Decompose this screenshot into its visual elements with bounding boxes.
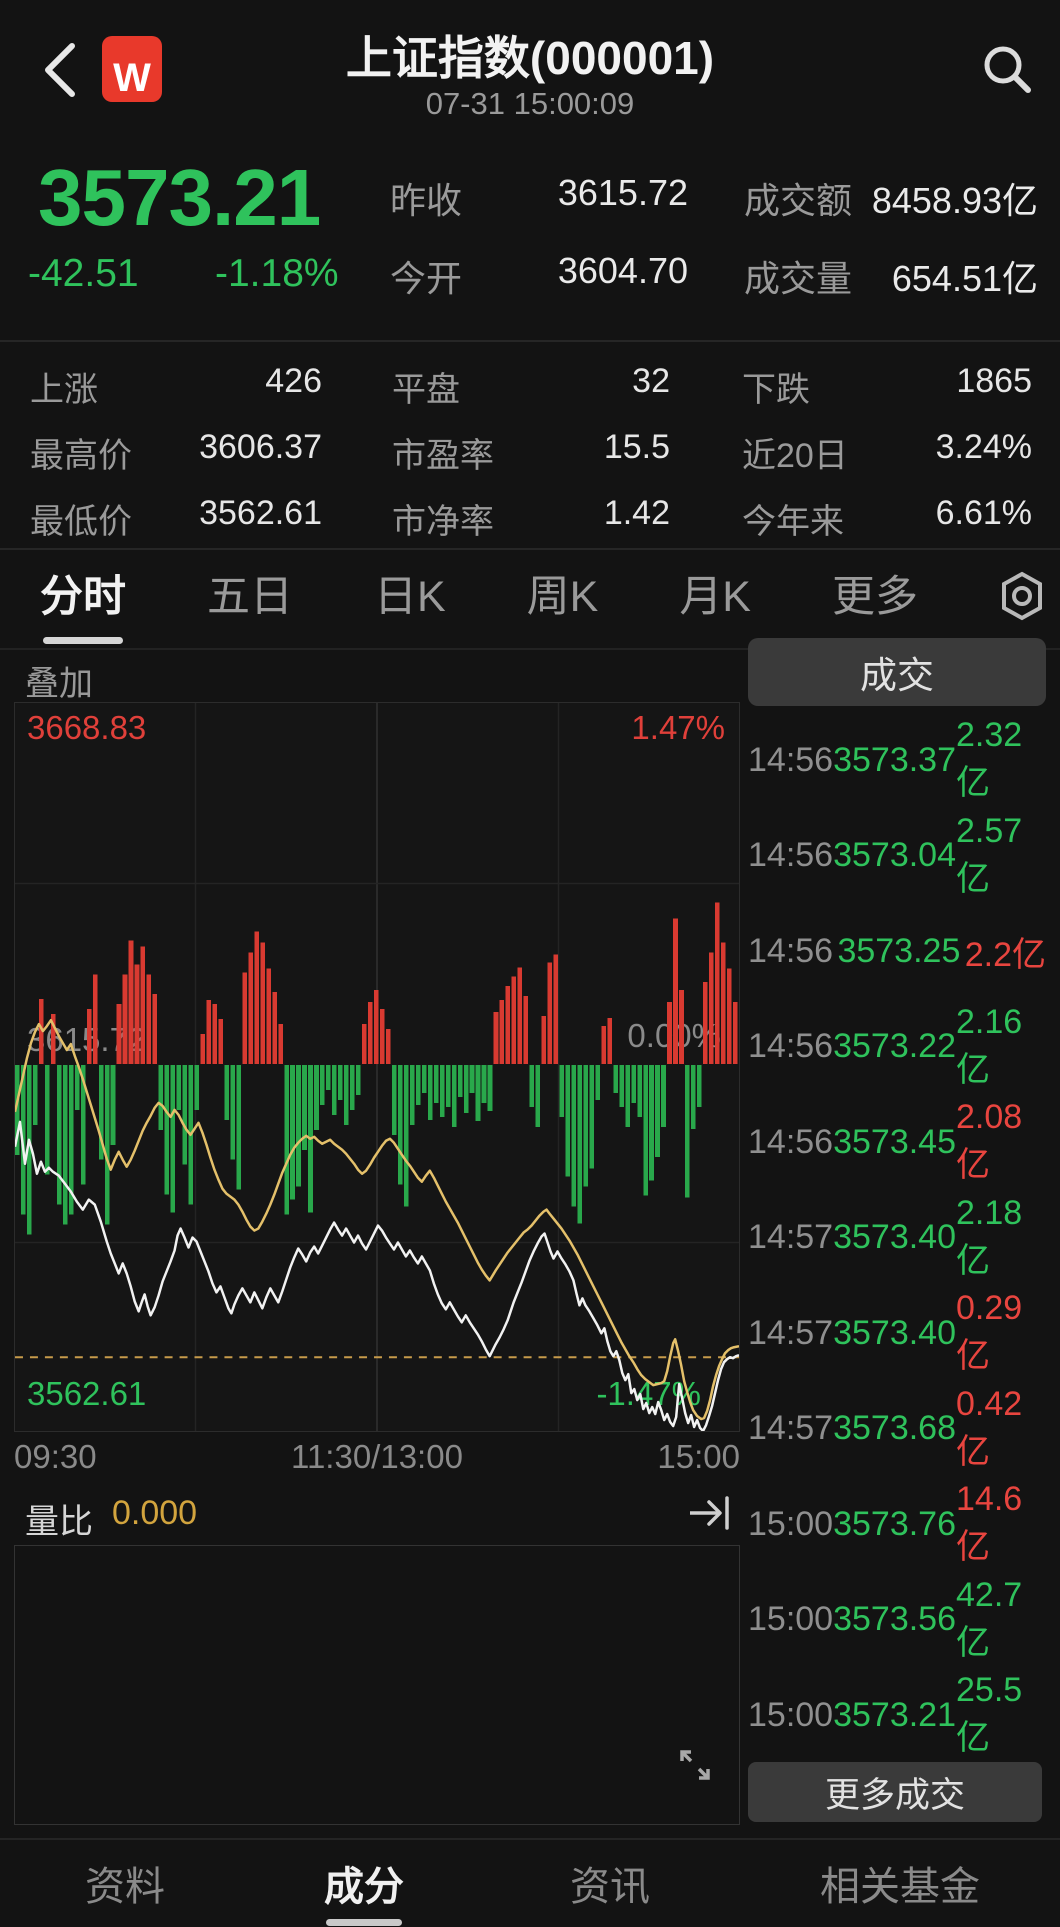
- bottom-tab-profile[interactable]: 资料: [85, 1865, 165, 1909]
- price-change: -42.51: [28, 252, 139, 295]
- time-tick-midday: 11:30/13:00: [291, 1438, 463, 1475]
- tab-daily-k[interactable]: 日K: [373, 573, 446, 621]
- bottom-tab-related-funds[interactable]: 相关基金: [820, 1865, 980, 1909]
- time-tick-open: 09:30: [14, 1438, 97, 1475]
- trade-row[interactable]: 14:57 3573.40 2.18亿: [748, 1193, 1023, 1280]
- indicator-panel[interactable]: [14, 1545, 740, 1825]
- volume-ratio-label: 量比: [25, 1503, 93, 1541]
- intraday-chart[interactable]: 3668.83 1.47% 3615.72 0.00% 3562.61 -1.4…: [14, 702, 740, 1432]
- stat-上涨: 上涨 426: [30, 362, 322, 409]
- expand-icon[interactable]: [672, 1742, 718, 1788]
- volume-list-tab[interactable]: 成交: [748, 638, 1046, 706]
- price-change-pct: -1.18%: [215, 252, 339, 295]
- tab-weekly-k[interactable]: 周K: [526, 573, 599, 621]
- bottom-tab-news[interactable]: 资讯: [570, 1865, 650, 1909]
- stat-市盈率: 市盈率 15.5: [392, 428, 670, 475]
- time-tick-close: 15:00: [657, 1438, 740, 1475]
- trade-row[interactable]: 14:57 3573.40 0.29亿: [748, 1289, 1023, 1375]
- trade-row[interactable]: 15:00 3573.21 25.5亿: [748, 1671, 1023, 1757]
- bottom-tab-constituents[interactable]: 成分: [299, 1854, 429, 1912]
- tab-more[interactable]: 更多: [831, 573, 918, 621]
- page-title: 上证指数(000001): [345, 32, 715, 84]
- trade-row[interactable]: 14:56 3573.37 2.32亿: [748, 716, 1023, 802]
- tab-minute[interactable]: 分时: [40, 562, 126, 644]
- field-prev-close: 昨收 3615.72: [390, 172, 688, 221]
- trade-row[interactable]: 15:00 3573.76 14.6亿: [748, 1480, 1023, 1566]
- quote-timestamp: 07-31 15:00:09: [425, 86, 635, 121]
- stat-市净率: 市净率 1.42: [392, 494, 670, 541]
- tab-5day[interactable]: 五日: [206, 573, 293, 621]
- period-tabs: 分时 五日 日K 周K 月K 更多: [40, 560, 1045, 644]
- wind-app-logo[interactable]: W: [102, 36, 162, 102]
- field-open: 今开 3604.70: [390, 250, 688, 299]
- tab-monthly-k[interactable]: 月K: [679, 573, 751, 621]
- overlay-label[interactable]: 叠加: [25, 665, 93, 703]
- trade-row[interactable]: 14:57 3573.68 0.42亿: [748, 1384, 1023, 1471]
- last-price: 3573.21: [38, 153, 321, 242]
- back-button[interactable]: [38, 40, 82, 100]
- trade-row[interactable]: 14:56 3573.04 2.57亿: [748, 811, 1023, 898]
- trade-row[interactable]: 14:56 3573.45 2.08亿: [748, 1098, 1023, 1184]
- field-volume: 成交量 654.51亿: [744, 258, 1038, 299]
- bottom-tab-bar: 资料 成分 资讯 相关基金: [0, 1838, 1060, 1927]
- divider: [0, 340, 1060, 342]
- stat-近20日: 近20日 3.24%: [742, 428, 1032, 475]
- stat-最低价: 最低价 3562.61: [30, 494, 322, 541]
- trade-row[interactable]: 15:00 3573.56 42.7亿: [748, 1575, 1023, 1662]
- divider: [0, 648, 1060, 650]
- chart-high-pct-label: 1.47%: [631, 709, 725, 746]
- jump-to-end-icon[interactable]: [688, 1494, 734, 1532]
- time-axis: 09:30 11:30/13:00 15:00: [14, 1438, 740, 1476]
- intraday-chart-canvas[interactable]: [15, 703, 739, 1431]
- gear-icon[interactable]: [999, 571, 1045, 621]
- stat-平盘: 平盘 32: [392, 362, 670, 409]
- trade-row[interactable]: 14:56 3573.25 2.2亿: [748, 931, 1046, 974]
- trade-row[interactable]: 14:56 3573.22 2.16亿: [748, 1002, 1023, 1089]
- more-trades-button[interactable]: 更多成交: [748, 1762, 1042, 1822]
- divider: [0, 548, 1060, 550]
- stat-最高价: 最高价 3606.37: [30, 428, 322, 475]
- chart-high-label: 3668.83: [27, 709, 147, 746]
- volume-ratio-value: 0.000: [112, 1494, 198, 1532]
- chart-low-label: 3562.61: [27, 1375, 147, 1412]
- stat-今年来: 今年来 6.61%: [742, 494, 1032, 541]
- stat-下跌: 下跌 1865: [742, 362, 1032, 409]
- field-turnover: 成交额 8458.93亿: [744, 180, 1038, 221]
- wind-logo-letter: W: [113, 56, 151, 100]
- trade-tick-list: 14:56 3573.37 2.32亿 14:56 3573.04 2.57亿 14:56 3…: [748, 716, 1046, 1789]
- search-icon[interactable]: [978, 40, 1036, 98]
